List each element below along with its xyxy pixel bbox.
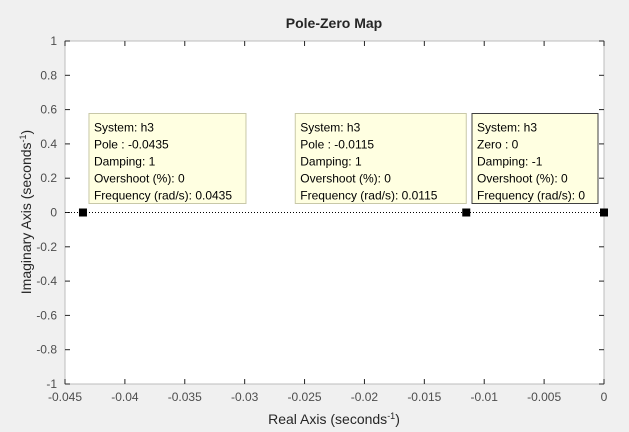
datatip-box (88, 113, 247, 204)
datatip-line: Frequency (rad/s): 0.0115 (300, 189, 438, 203)
datatips: System: h3 Pole : -0.0435 Damping: 1 Oversh… (88, 113, 599, 204)
x-tick-label: -0.04 (111, 390, 139, 404)
axis-ticks: -0.045 -0.04 -0.035 -0.03 -0.025 -0.02 -0.015 -… (36, 34, 607, 404)
pole-zero-markers (78, 208, 608, 217)
x-tick-label: -0.01 (471, 390, 499, 404)
datatip-line: System: h3 (477, 121, 537, 135)
datatip-line: Frequency (rad/s): 0 (477, 189, 585, 203)
datatip-line: System: h3 (94, 121, 154, 135)
datatip-line: Zero : 0 (477, 138, 519, 152)
y-tick-label: 0 (50, 206, 57, 220)
y-tick-label: -0.4 (36, 274, 57, 288)
datatip-line: Damping: 1 (94, 155, 156, 169)
x-axis-label: Real Axis (seconds-1) (268, 411, 400, 427)
y-tick-label: -0.8 (36, 343, 57, 357)
datatip-line: Overshoot (%): 0 (477, 172, 568, 186)
datatip-line: Damping: 1 (300, 155, 362, 169)
datatip[interactable]: System: h3 Pole : -0.0435 Damping: 1 Oversh… (88, 113, 247, 204)
x-tick-label: 0 (601, 390, 608, 404)
datatip[interactable]: System: h3 Pole : -0.0115 Damping: 1 Oversh… (294, 113, 467, 204)
y-tick-label: 0.6 (40, 103, 57, 117)
datatip-line: Damping: -1 (477, 155, 543, 169)
x-tick-label: -0.035 (168, 390, 202, 404)
y-tick-label: 0.4 (40, 137, 57, 151)
x-tick-label: -0.045 (48, 390, 82, 404)
zero-marker[interactable] (600, 208, 608, 217)
x-tick-label: -0.005 (527, 390, 561, 404)
x-tick-label: -0.025 (288, 390, 322, 404)
datatip-line: Pole : -0.0435 (94, 138, 169, 152)
y-tick-label: -0.2 (36, 240, 57, 254)
x-tick-label: -0.015 (407, 390, 441, 404)
datatip-box (471, 113, 599, 204)
pole-marker[interactable] (78, 208, 87, 217)
pole-marker[interactable] (462, 208, 471, 217)
datatip-line: Overshoot (%): 0 (300, 172, 391, 186)
datatip-line: Overshoot (%): 0 (94, 172, 185, 186)
datatip-box (294, 113, 467, 204)
datatip-line: Pole : -0.0115 (300, 138, 374, 152)
plot-area[interactable] (64, 40, 605, 385)
y-tick-label: 0.8 (40, 68, 57, 82)
y-tick-label: -0.6 (36, 308, 57, 322)
datatip-line: System: h3 (300, 121, 360, 135)
y-tick-label: -1 (46, 377, 57, 391)
datatip-line: Frequency (rad/s): 0.0435 (94, 189, 232, 203)
y-tick-label: 1 (50, 34, 57, 48)
x-tick-label: -0.02 (351, 390, 379, 404)
y-tick-label: 0.2 (40, 171, 57, 185)
x-tick-label: -0.03 (231, 390, 259, 404)
chart-title: Pole-Zero Map (286, 15, 382, 31)
datatip[interactable]: System: h3 Zero : 0 Damping: -1 Overshoot (… (471, 113, 599, 204)
y-axis-label: Imaginary Axis (seconds-1) (18, 130, 34, 294)
